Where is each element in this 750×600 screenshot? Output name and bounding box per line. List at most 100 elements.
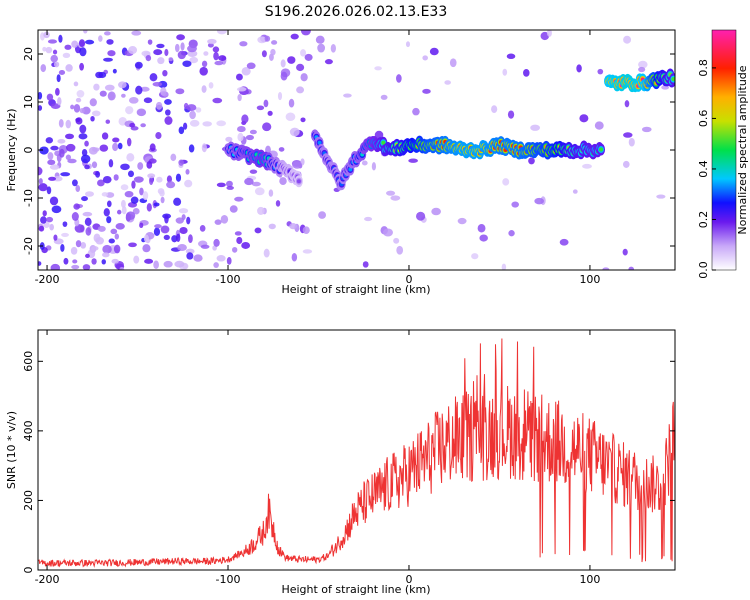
noise-blob (229, 205, 238, 213)
snr-series-line (38, 338, 675, 568)
noise-blob (444, 80, 451, 85)
noise-blob (540, 31, 550, 41)
noise-blob (91, 246, 99, 251)
noise-blob (38, 183, 48, 192)
noise-blob (46, 93, 54, 101)
noise-blob (133, 255, 140, 264)
noise-blob (302, 249, 313, 254)
noise-blob (38, 225, 45, 232)
noise-blob (178, 159, 184, 166)
noise-blob (199, 66, 208, 76)
noise-blob (51, 205, 62, 214)
noise-blob (164, 48, 169, 57)
spectrogram-x-tick-label: 100 (579, 273, 600, 286)
noise-blob (71, 179, 78, 187)
noise-blob (146, 161, 153, 169)
noise-blob (47, 39, 58, 44)
noise-blob (226, 256, 232, 265)
noise-blob (81, 196, 88, 202)
noise-blob (200, 244, 210, 249)
noise-blob (132, 208, 140, 215)
noise-blob (216, 120, 227, 127)
snr-x-tick-label: 0 (405, 573, 412, 586)
noise-blob (79, 124, 87, 134)
noise-blob (214, 60, 224, 66)
noise-blob (291, 252, 298, 262)
noise-blob (449, 58, 457, 68)
noise-blob (101, 132, 109, 140)
noise-blob (97, 179, 105, 187)
colorbar-tick-label: 0.8 (697, 59, 710, 77)
noise-blob (70, 104, 75, 110)
noise-blob (277, 91, 283, 101)
noise-blob (164, 214, 169, 224)
noise-blob (225, 180, 233, 188)
noise-blob (431, 207, 441, 216)
noise-blob (175, 88, 185, 95)
noise-blob (133, 176, 144, 183)
signal-core (317, 140, 322, 145)
noise-blob (559, 238, 569, 246)
noise-blob (102, 244, 112, 254)
noise-blob (50, 54, 58, 63)
noise-blob (101, 192, 109, 197)
noise-blob (188, 144, 195, 153)
noise-blob (174, 260, 185, 268)
noise-blob (237, 132, 244, 142)
noise-blob (280, 59, 286, 68)
noise-blob (279, 177, 287, 186)
spectrogram-x-tick-label: 0 (405, 273, 412, 286)
noise-blob (271, 40, 278, 45)
noise-blob (164, 98, 172, 105)
noise-blob (457, 217, 467, 225)
noise-blob (288, 98, 295, 108)
noise-blob (116, 209, 122, 215)
noise-blob (135, 85, 143, 95)
spectrogram-y-tick-label: 10 (22, 95, 35, 109)
noise-blob (49, 164, 60, 170)
noise-blob (128, 96, 139, 104)
noise-blob (73, 81, 79, 87)
noise-blob (405, 41, 411, 48)
noise-blob (153, 227, 161, 236)
spectrogram-noise (38, 30, 670, 270)
noise-blob (292, 161, 303, 169)
noise-blob (163, 234, 170, 240)
noise-blob (185, 169, 190, 175)
noise-blob (171, 235, 178, 243)
noise-blob (380, 94, 388, 100)
noise-blob (422, 55, 428, 61)
noise-blob (176, 34, 185, 41)
noise-blob (71, 40, 79, 48)
noise-blob (120, 184, 129, 191)
noise-blob (285, 112, 296, 121)
noise-blob (216, 182, 226, 188)
noise-blob (110, 228, 118, 235)
noise-blob (76, 90, 85, 98)
noise-blob (175, 173, 182, 182)
noise-blob (80, 154, 91, 164)
noise-blob (103, 31, 111, 36)
noise-blob (396, 245, 404, 255)
noise-blob (38, 166, 43, 176)
noise-blob (300, 73, 308, 82)
noise-blob (75, 240, 82, 248)
noise-blob (52, 49, 58, 55)
colorbar-label: Normalized spectral amplitude (736, 65, 749, 234)
noise-blob (268, 189, 274, 197)
noise-blob (154, 224, 162, 229)
noise-blob (343, 93, 352, 98)
noise-blob (84, 217, 92, 226)
noise-blob (85, 227, 92, 236)
noise-blob (396, 74, 402, 83)
noise-blob (261, 50, 267, 58)
noise-blob (254, 227, 262, 234)
noise-blob (90, 115, 95, 122)
noise-blob (140, 86, 150, 92)
noise-blob (278, 147, 285, 152)
noise-blob (201, 143, 207, 153)
noise-blob (160, 225, 170, 234)
noise-blob (301, 30, 311, 36)
noise-blob (189, 110, 196, 120)
noise-blob (82, 211, 93, 217)
